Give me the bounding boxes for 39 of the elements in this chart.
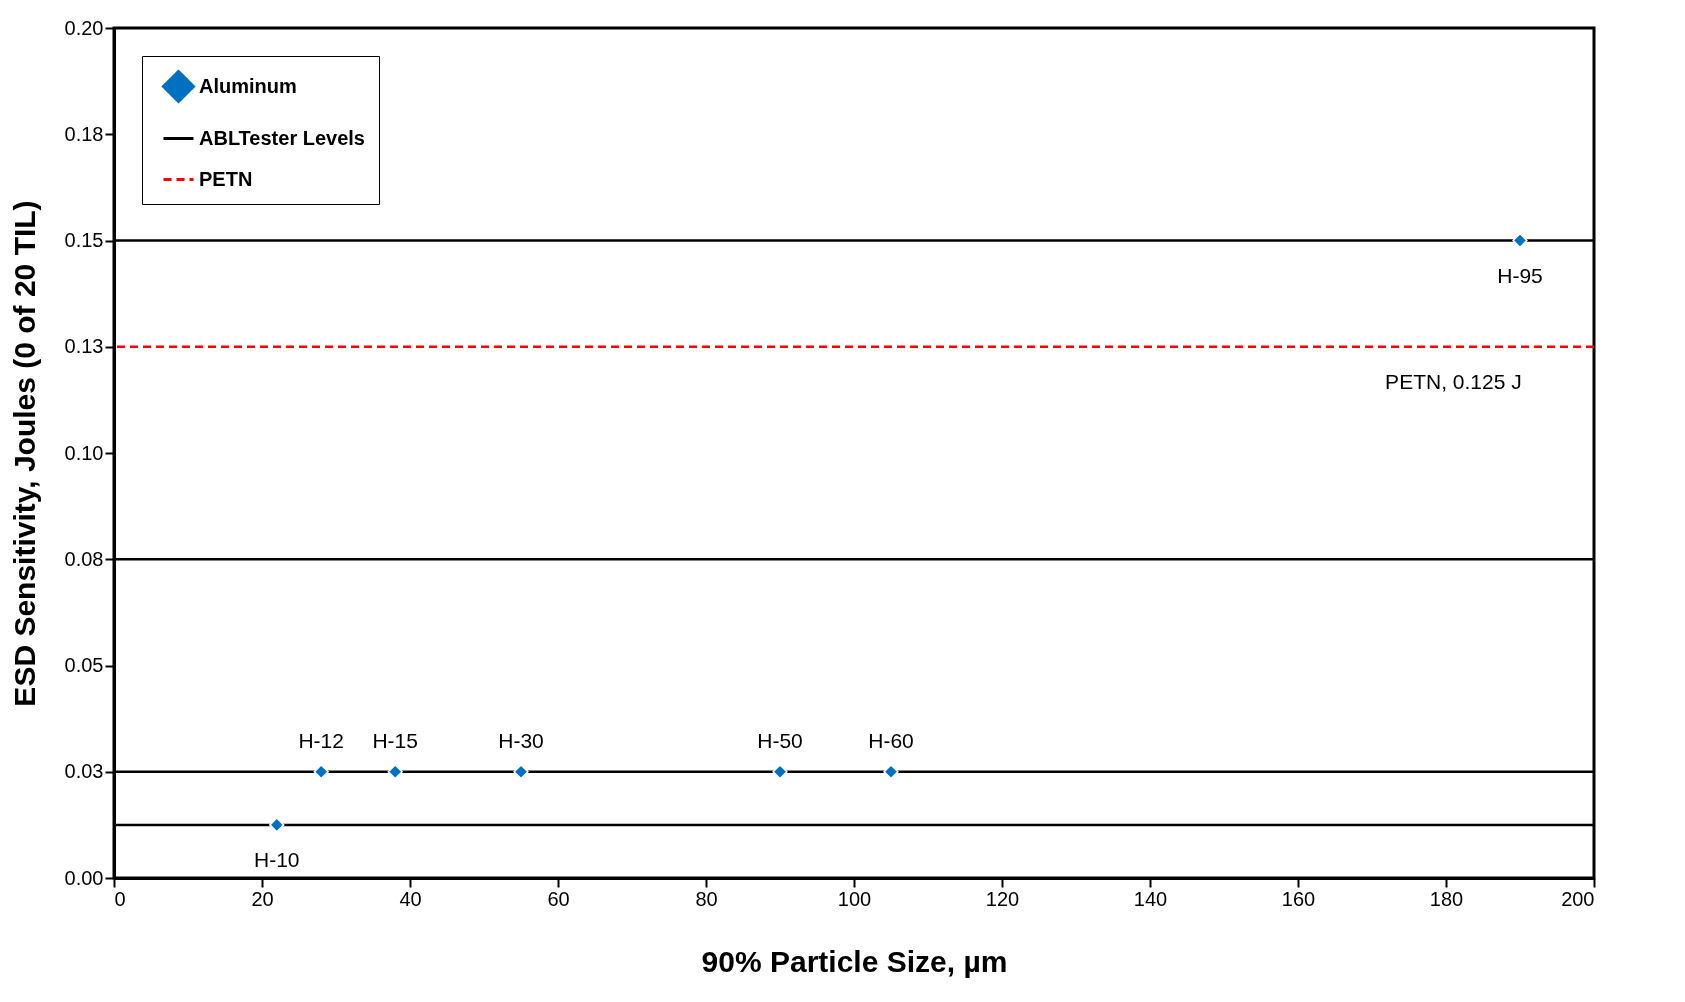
annotation: PETN, 0.125 J [1385, 369, 1522, 393]
annotation: H-10 [254, 847, 300, 871]
point [772, 764, 788, 780]
x-tick-label: 180 [1429, 887, 1464, 910]
point [513, 764, 529, 780]
x-axis-title: 90% Particle Size, µm [701, 944, 1008, 978]
x-tick-label: 60 [547, 887, 570, 910]
y-axis-title: ESD Sensitivity, Joules (0 of 20 TIL) [7, 200, 41, 707]
x-tick-label: 200 [1561, 887, 1595, 910]
x-tick-label: 140 [1133, 887, 1168, 910]
y-tick-label: 0.08 [64, 547, 104, 570]
point [387, 764, 403, 780]
x-tick-label: 100 [837, 887, 872, 910]
y-tick-label: 0.05 [64, 654, 104, 676]
y-tick-label: 0.13 [64, 335, 104, 358]
legend-label: ABLTester Levels [199, 126, 365, 149]
point [313, 764, 329, 780]
x-tick-label: 160 [1281, 887, 1316, 910]
y-tick-label: 0.18 [64, 122, 104, 145]
annotation: H-60 [868, 728, 914, 752]
annotation: H-15 [372, 728, 418, 752]
y-tick-label: 0.10 [64, 441, 104, 464]
annotation: H-95 [1497, 263, 1543, 287]
annotation: H-30 [498, 728, 544, 752]
x-tick-label: 0 [114, 887, 126, 910]
y-tick-label: 0.15 [64, 229, 104, 251]
y-tick-label: 0.00 [64, 866, 104, 889]
y-tick-label: 0.03 [64, 760, 104, 783]
x-tick-label: 120 [985, 887, 1020, 910]
legend-label: Aluminum [199, 74, 297, 97]
x-tick-label: 40 [399, 887, 422, 910]
point [269, 817, 285, 833]
x-tick-label: 80 [695, 887, 718, 910]
annotation: H-12 [298, 728, 344, 752]
annotation: H-50 [757, 728, 803, 752]
point [883, 764, 899, 780]
y-tick-label: 0.20 [64, 16, 104, 39]
legend-label: PETN [199, 167, 253, 190]
x-tick-label: 20 [251, 887, 274, 910]
